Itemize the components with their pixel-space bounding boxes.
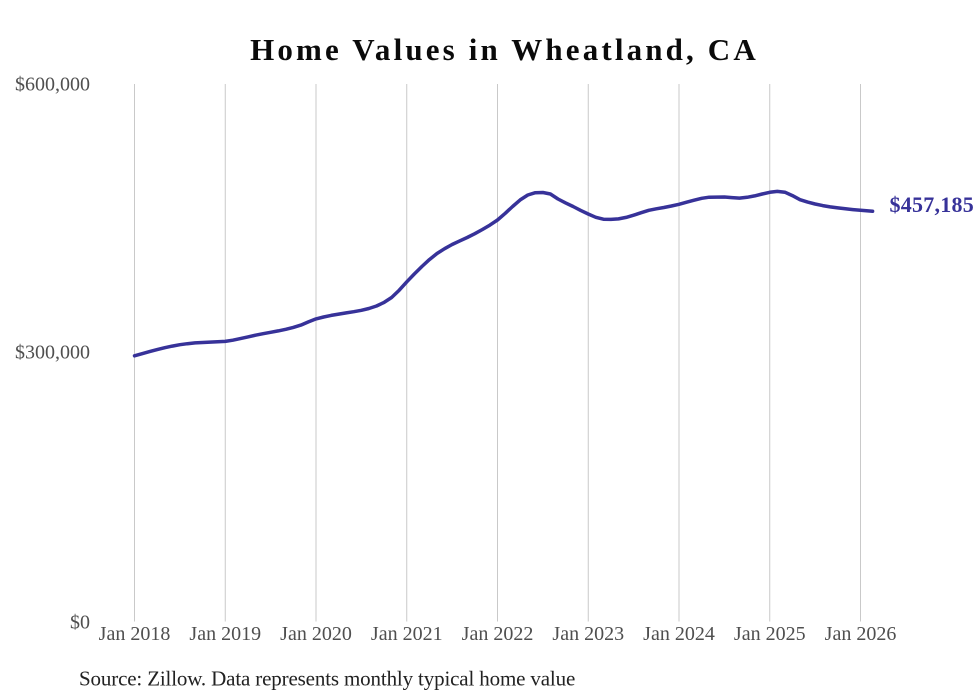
svg-text:Jan 2022: Jan 2022 xyxy=(462,623,534,645)
svg-text:Jan 2018: Jan 2018 xyxy=(99,623,171,645)
svg-text:Jan 2024: Jan 2024 xyxy=(643,623,715,645)
svg-text:Home Values in Wheatland, CA: Home Values in Wheatland, CA xyxy=(250,32,759,67)
svg-text:$0: $0 xyxy=(70,612,90,634)
svg-text:Jan 2025: Jan 2025 xyxy=(734,623,806,645)
svg-text:$600,000: $600,000 xyxy=(15,73,90,95)
svg-text:Source: Zillow. Data represent: Source: Zillow. Data represents monthly … xyxy=(79,667,575,691)
svg-text:Jan 2019: Jan 2019 xyxy=(189,623,261,645)
svg-text:Jan 2021: Jan 2021 xyxy=(371,623,443,645)
svg-text:Jan 2020: Jan 2020 xyxy=(280,623,352,645)
svg-text:Jan 2023: Jan 2023 xyxy=(552,623,624,645)
svg-text:$300,000: $300,000 xyxy=(15,341,90,363)
svg-text:Jan 2026: Jan 2026 xyxy=(825,623,897,645)
svg-text:$457,185: $457,185 xyxy=(890,192,975,217)
